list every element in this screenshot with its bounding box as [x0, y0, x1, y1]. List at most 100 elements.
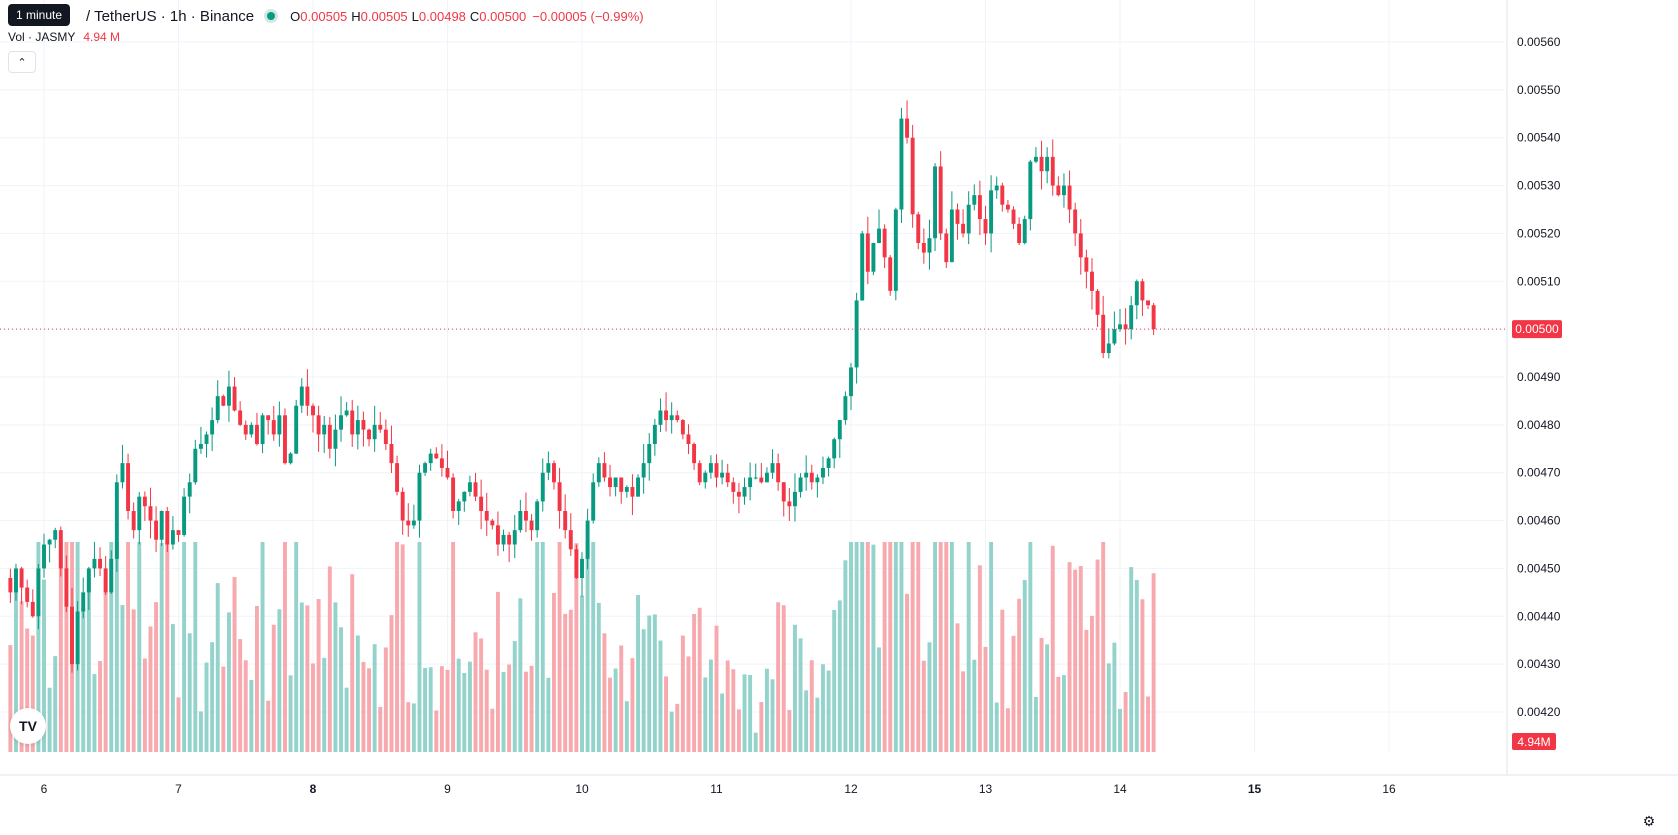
volume-bar [434, 710, 439, 752]
volume-value: 4.94 M [83, 30, 121, 44]
price-tick-label: 0.00540 [1517, 131, 1561, 145]
volume-bar [355, 635, 360, 752]
volume-bar [249, 679, 254, 752]
candle-body [664, 410, 669, 421]
volume-bar [972, 659, 977, 752]
candle-body [36, 568, 41, 617]
volume-bar [109, 542, 114, 752]
market-status-icon[interactable] [264, 9, 279, 23]
volume-bar [1011, 635, 1016, 752]
candle-body [652, 424, 657, 444]
candle-body [535, 501, 540, 531]
volume-bar [692, 613, 697, 752]
price-tick-label: 0.00420 [1517, 705, 1561, 719]
candle-body [994, 185, 999, 191]
symbol-title[interactable]: / TetherUS · 1h · Binance [86, 7, 255, 25]
collapse-legend-button[interactable]: ⌃ [8, 51, 36, 73]
tradingview-logo-icon[interactable]: TV [10, 708, 46, 744]
volume-bar [58, 542, 63, 752]
volume-bar [423, 667, 428, 752]
candle-body [423, 463, 428, 473]
candle-body [1017, 223, 1022, 243]
volume-bar [322, 657, 327, 752]
volume-bar [311, 663, 315, 752]
volume-bar [81, 607, 86, 752]
candle-body [574, 549, 579, 578]
volume-bar [198, 711, 203, 752]
volume-bar [238, 639, 243, 752]
volume-bar [378, 706, 383, 752]
candle-body [731, 482, 736, 492]
volume-bar [585, 542, 590, 752]
volume-bar [989, 542, 994, 752]
candle-body [159, 511, 164, 540]
candle-body [944, 233, 949, 263]
candle-body [131, 511, 136, 531]
candle-body [170, 530, 175, 545]
volume-bar [243, 660, 248, 752]
volume-bar [484, 669, 489, 752]
candle-body [406, 520, 411, 526]
candle-body [367, 429, 372, 440]
candle-body [552, 463, 556, 483]
candle-body [865, 233, 870, 272]
time-tick-label: 14 [1113, 782, 1127, 796]
candle-body [787, 501, 792, 507]
volume-bar [495, 591, 500, 752]
candle-body [692, 444, 697, 464]
volume-bar [832, 610, 837, 752]
volume-bar [271, 624, 276, 752]
volume-bar [1129, 567, 1134, 752]
candle-body [759, 477, 764, 483]
candle-body [378, 424, 383, 430]
candle-body [165, 511, 170, 545]
candle-body [1067, 185, 1072, 210]
volume-bar [776, 602, 781, 752]
time-tick-label: 10 [575, 782, 589, 796]
candle-body [238, 410, 243, 425]
candle-body [327, 424, 332, 449]
volume-bar [47, 687, 52, 752]
volume-bar [1039, 637, 1044, 752]
last-price-label: 0.00500 [1515, 322, 1559, 336]
volume-bar [568, 609, 573, 752]
time-axis[interactable]: 6 7 8 9 10 11 12 13 14 15 16 [41, 782, 1396, 796]
candle-body [215, 396, 220, 421]
time-tick-label: 16 [1382, 782, 1396, 796]
volume-bar [1050, 545, 1055, 752]
candle-body [854, 300, 859, 368]
volume-bar [933, 542, 938, 752]
low-value: 0.00498 [418, 8, 466, 24]
volume-bar [955, 623, 960, 752]
volume-bar [512, 641, 517, 752]
candle-body [529, 520, 534, 531]
candle-body [955, 209, 960, 224]
volume-bar [523, 671, 528, 752]
volume-bar [770, 679, 775, 752]
volume-bar [748, 674, 753, 752]
candle-body [753, 477, 758, 479]
volume-bar [714, 625, 719, 752]
candle-body [977, 195, 982, 220]
volume-bar [204, 662, 209, 752]
candle-body [736, 491, 741, 497]
volume-bar [725, 660, 730, 752]
volume-bar [277, 609, 282, 752]
volume-bar [176, 697, 181, 752]
volume-bar [361, 661, 366, 752]
volume-bar [703, 677, 708, 752]
candle-body [176, 530, 181, 535]
volume-bar [1056, 676, 1061, 752]
settings-gear-icon[interactable]: ⚙ [1642, 812, 1656, 829]
candle-body [193, 448, 198, 483]
candle-body [148, 506, 153, 521]
volume-bar [288, 675, 293, 752]
volume-bar [669, 711, 674, 752]
volume-legend[interactable]: Vol · JASMY 4.94 M [8, 30, 120, 44]
candle-body [232, 386, 237, 411]
candle-body [608, 477, 612, 488]
price-tick-label: 0.00510 [1517, 274, 1561, 288]
price-axis[interactable]: 0.00420 0.00430 0.00440 0.00450 0.00460 0.004… [1512, 35, 1562, 750]
candle-body [428, 453, 433, 464]
